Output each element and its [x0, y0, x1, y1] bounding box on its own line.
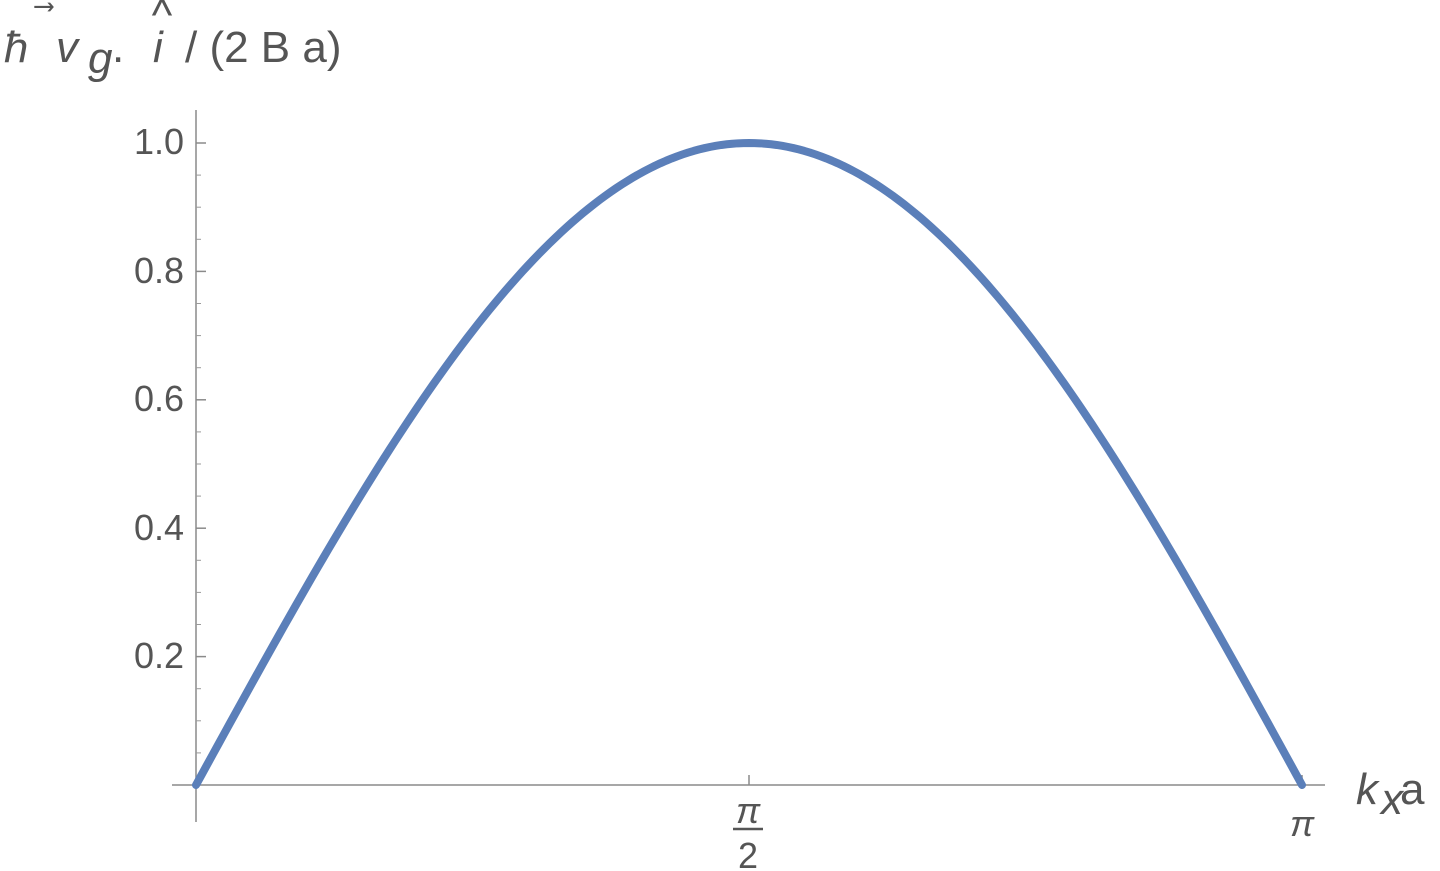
y-major-ticks	[196, 142, 206, 658]
y-title-hbar: ħ	[4, 23, 28, 72]
x-title-a: a	[1400, 765, 1425, 814]
y-axis-title: ħ v ⃗ g . ^ i / (2 B a)	[4, 0, 342, 83]
y-title-rest: / (2 B a)	[185, 23, 342, 72]
y-minor-ticks	[196, 174, 201, 754]
y-tick-label: 0.2	[134, 635, 184, 676]
y-title-v: v	[56, 23, 81, 72]
x-tick-label: π	[1290, 803, 1315, 844]
y-title-i: i	[153, 23, 164, 72]
x-title-sub-x: x	[1379, 775, 1405, 824]
y-title-arrow: ⃗	[34, 2, 54, 12]
y-tick-label: 0.8	[134, 250, 184, 291]
y-title-sub-g: g	[88, 34, 113, 83]
series-line	[192, 139, 1306, 789]
x-title-k: k	[1356, 765, 1380, 814]
y-title-hat: ^	[151, 0, 173, 40]
y-title-dot: .	[112, 23, 124, 72]
y-tick-label: 0.6	[134, 378, 184, 419]
x-major-ticks	[748, 775, 1303, 785]
x-tick-label-numerator: π	[736, 790, 761, 831]
y-tick-label: 1.0	[134, 121, 184, 162]
x-axis-title: k x a	[1356, 765, 1425, 824]
y-tick-label: 0.4	[134, 507, 184, 548]
x-tick-label-denominator: 2	[738, 835, 758, 871]
